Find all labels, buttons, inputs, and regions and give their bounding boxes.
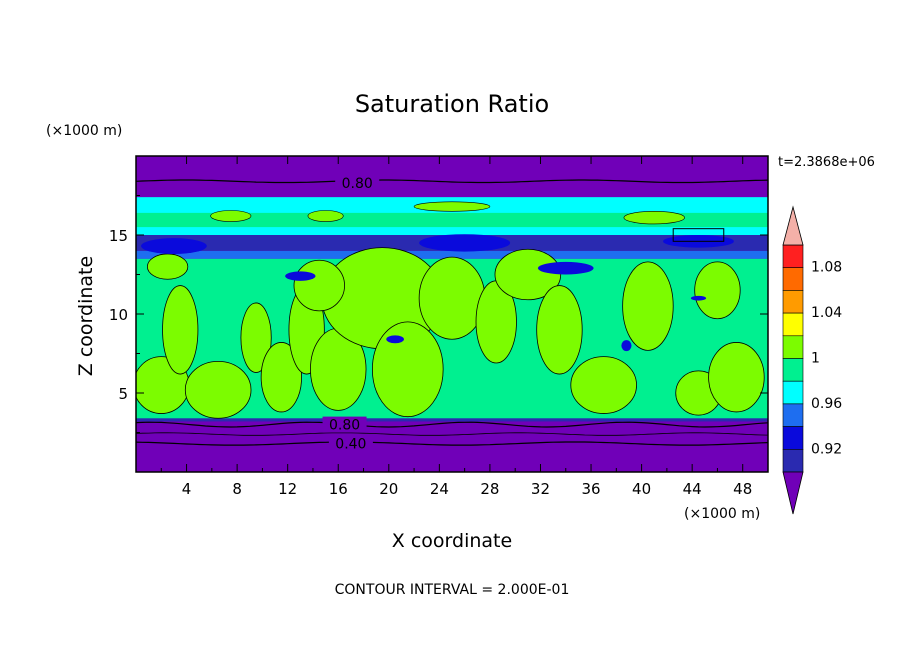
dry-pocket	[537, 261, 594, 275]
field-band	[136, 212, 768, 228]
colorbar: 0.92 0.96 1 1.04 1.08	[782, 205, 842, 515]
colorbar-segment	[782, 335, 804, 359]
supersaturated-region	[694, 261, 741, 320]
x-tick-label: 20	[379, 480, 398, 498]
y-axis-title: Z coordinate	[75, 256, 97, 376]
contour-label: 0.80	[342, 176, 373, 192]
supersaturated-region	[240, 302, 272, 373]
dry-pocket	[285, 271, 316, 281]
dry-pocket	[690, 295, 707, 301]
dry-pocket	[386, 335, 404, 344]
supersaturated-region	[260, 342, 302, 413]
colorbar-segment	[782, 380, 804, 405]
colorbar-segment	[782, 312, 804, 337]
colorbar-max-arrow	[782, 205, 804, 246]
colorbar-segment	[782, 448, 804, 473]
x-tick-label: 28	[480, 480, 499, 498]
supersaturated-region	[146, 253, 189, 280]
colorbar-segment	[782, 426, 804, 450]
contour-interval-footer: CONTOUR INTERVAL = 2.000E-01	[335, 582, 570, 598]
chart-title: Saturation Ratio	[355, 90, 549, 118]
colorbar-segment	[782, 267, 804, 291]
contour-box	[672, 228, 725, 242]
supersaturated-region	[184, 360, 252, 419]
colorbar-segment	[782, 403, 804, 427]
dry-pocket	[621, 340, 632, 352]
x-tick-label: 40	[632, 480, 651, 498]
y-tick-label: 5	[118, 385, 128, 403]
plot-area: 0.80 0.80 0.40	[136, 156, 768, 472]
supersaturated-region	[536, 285, 583, 375]
cloud-patch	[307, 210, 344, 222]
x-tick-label: 24	[430, 480, 449, 498]
x-tick-label: 12	[278, 480, 297, 498]
contour-line	[136, 421, 768, 428]
x-tick-label: 8	[232, 480, 242, 498]
supersaturated-region	[418, 256, 486, 340]
contour-label: 0.80	[329, 418, 360, 434]
supersaturated-region	[293, 259, 345, 312]
x-tick-label: 44	[683, 480, 702, 498]
contour-line	[136, 441, 768, 446]
supersaturated-region	[622, 261, 674, 351]
dry-pocket	[419, 234, 511, 252]
field-band	[136, 156, 768, 198]
x-tick-label: 4	[182, 480, 192, 498]
y-tick-label: 10	[109, 306, 128, 324]
x-tick-label: 16	[329, 480, 348, 498]
contour-label: 0.40	[335, 437, 366, 453]
time-label: t=2.3868e+06	[778, 155, 875, 170]
x-tick-label: 32	[531, 480, 550, 498]
supersaturated-region	[494, 248, 562, 301]
x-axis-title: X coordinate	[392, 530, 512, 552]
supersaturated-region	[162, 285, 199, 375]
y-tick-label: 15	[109, 227, 128, 245]
colorbar-label: 1.04	[811, 305, 842, 321]
contour-line	[136, 432, 768, 436]
cloud-patch	[413, 201, 491, 212]
x-tick-label: 36	[581, 480, 600, 498]
colorbar-label: 1.08	[811, 260, 842, 276]
cloud-patch	[210, 210, 252, 222]
colorbar-segment	[782, 244, 804, 269]
colorbar-label: 0.96	[811, 396, 842, 412]
colorbar-segment	[782, 290, 804, 314]
supersaturated-region	[708, 342, 765, 413]
field-band	[136, 250, 768, 259]
cloud-patch	[623, 210, 685, 225]
supersaturated-region	[371, 321, 444, 418]
x-tick-label: 48	[733, 480, 752, 498]
colorbar-segment	[782, 358, 804, 382]
colorbar-min-arrow	[782, 471, 804, 515]
colorbar-label: 1	[811, 351, 820, 367]
dry-pocket	[141, 238, 207, 254]
x-unit-label: (×1000 m)	[684, 506, 760, 522]
colorbar-label: 0.92	[811, 441, 842, 457]
y-unit-label: (×1000 m)	[46, 123, 122, 139]
contour-line	[136, 179, 768, 184]
supersaturated-region	[570, 356, 637, 414]
